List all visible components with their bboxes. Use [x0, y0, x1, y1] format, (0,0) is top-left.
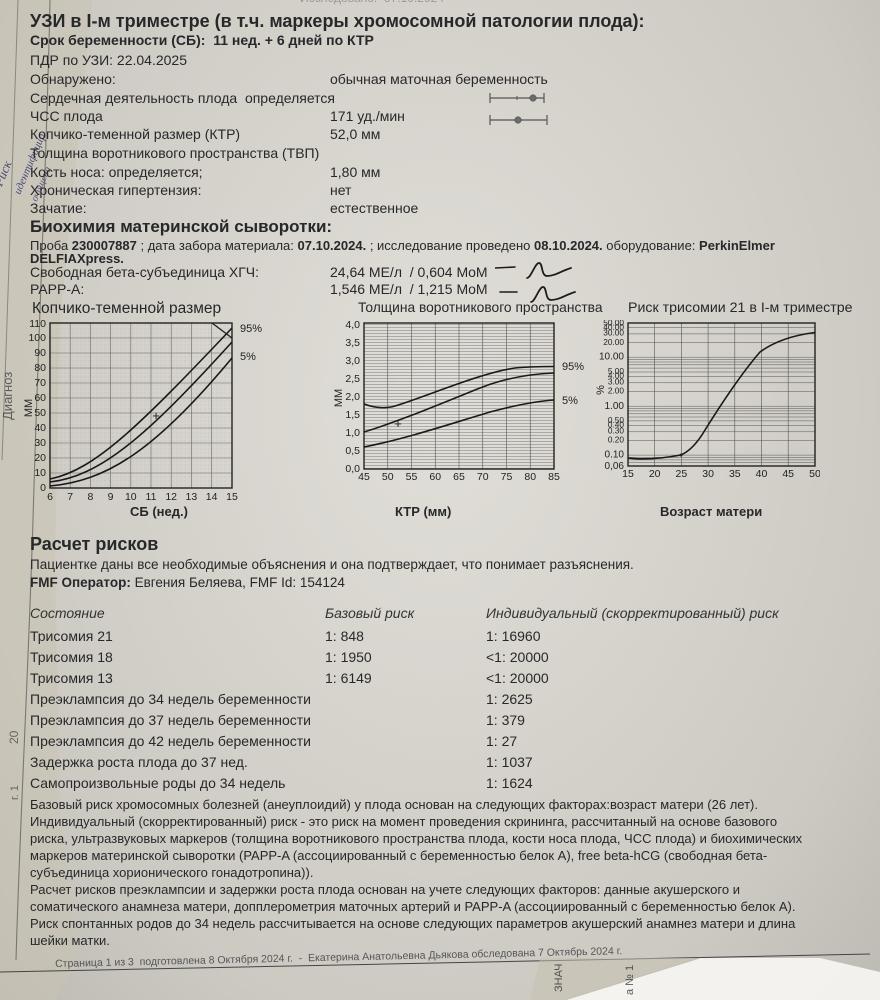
svg-text:а № 1: а № 1	[624, 965, 636, 995]
svg-text:ЗНАЧ: ЗНАЧ	[553, 964, 565, 992]
